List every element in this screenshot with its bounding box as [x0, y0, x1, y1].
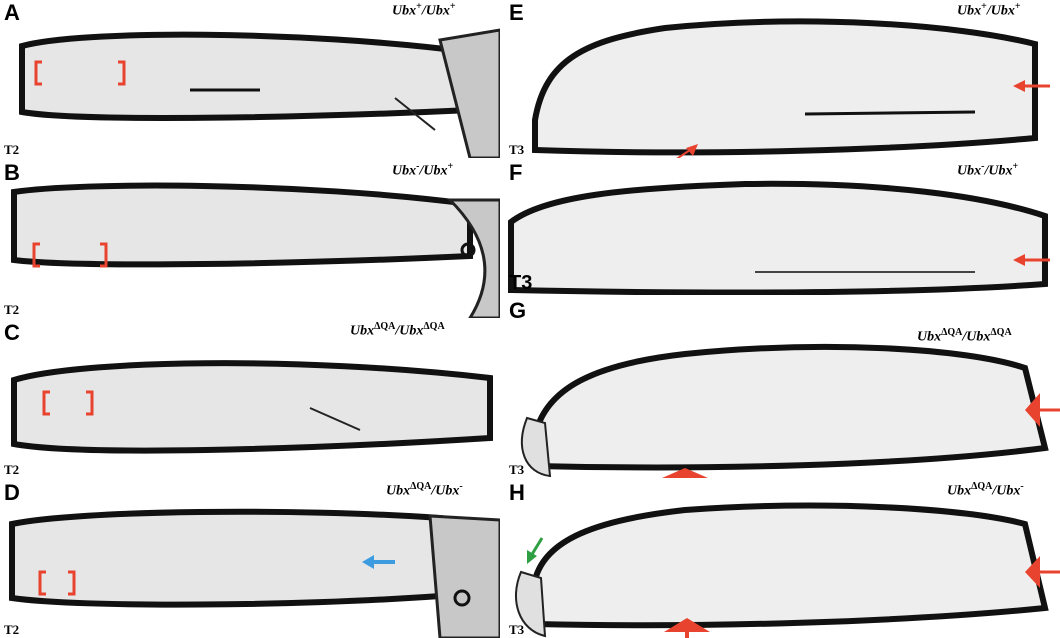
- panel-g: G UbxΔQA/UbxΔQA T3: [505, 298, 1060, 478]
- bracket-pair: [34, 60, 126, 86]
- segment-label: T2: [4, 462, 20, 477]
- leg-image: [9, 508, 500, 638]
- segment-label: T2: [4, 142, 20, 157]
- leg-image: [19, 28, 500, 158]
- red-arrowhead-icon: [1025, 556, 1060, 588]
- panel-letter: F: [509, 160, 523, 185]
- segment-label: T3: [509, 462, 525, 477]
- segment-label: T3: [509, 142, 525, 157]
- leg-image: [520, 343, 1049, 478]
- panel-letter: G: [509, 298, 527, 323]
- red-arrowhead-icon: [662, 468, 708, 478]
- segment-label: T2: [4, 302, 20, 317]
- genotype-label: UbxΔQA/UbxΔQA: [917, 327, 1012, 345]
- panel-f: F Ubx-/Ubx+ T3: [505, 160, 1060, 295]
- panel-e: E Ubx+/Ubx+ T3: [505, 0, 1060, 158]
- leg-image: [508, 180, 1048, 295]
- genotype-label: Ubx+/Ubx+: [392, 1, 456, 19]
- segment-label: T3: [509, 272, 533, 294]
- red-arrowhead-icon: [664, 618, 710, 638]
- genotype-label: UbxΔQA/Ubx-: [947, 481, 1024, 499]
- red-arrow-icon: [676, 144, 698, 158]
- genotype-label: Ubx-/Ubx+: [957, 161, 1019, 179]
- panel-letter: H: [509, 480, 525, 505]
- panel-c: C UbxΔQA/UbxΔQA T2: [0, 320, 500, 478]
- panel-letter: C: [4, 320, 20, 345]
- red-arrow-icon: [1013, 80, 1050, 92]
- panel-h: H UbxΔQA/Ubx- T3: [505, 480, 1060, 638]
- genotype-label: UbxΔQA/Ubx-: [386, 481, 463, 499]
- panel-letter: B: [4, 160, 20, 185]
- segment-label: T3: [509, 622, 525, 637]
- bracket-pair: [32, 242, 108, 268]
- panel-letter: D: [4, 480, 20, 505]
- bracket-pair: [38, 570, 76, 596]
- panel-letter: A: [4, 0, 20, 25]
- segment-label: T2: [4, 622, 20, 637]
- leg-image: [11, 182, 500, 318]
- panel-letter: E: [509, 0, 524, 25]
- bracket-pair: [42, 390, 94, 416]
- genotype-label: UbxΔQA/UbxΔQA: [350, 321, 445, 339]
- panel-d: D UbxΔQA/Ubx- T2: [0, 480, 500, 638]
- leg-image: [532, 18, 1038, 156]
- genotype-label: Ubx-/Ubx+: [392, 161, 454, 179]
- leg-image: [514, 502, 1049, 638]
- genotype-label: Ubx+/Ubx+: [957, 1, 1021, 19]
- red-arrow-icon: [1013, 254, 1050, 266]
- blue-arrow-icon: [362, 555, 395, 569]
- green-arrow-icon: [527, 537, 544, 564]
- panel-a: A Ubx+/Ubx+ T2: [0, 0, 500, 158]
- panel-b: B Ubx-/Ubx+ T2: [0, 160, 500, 318]
- red-arrowhead-icon: [1025, 393, 1060, 427]
- leg-image: [11, 360, 493, 454]
